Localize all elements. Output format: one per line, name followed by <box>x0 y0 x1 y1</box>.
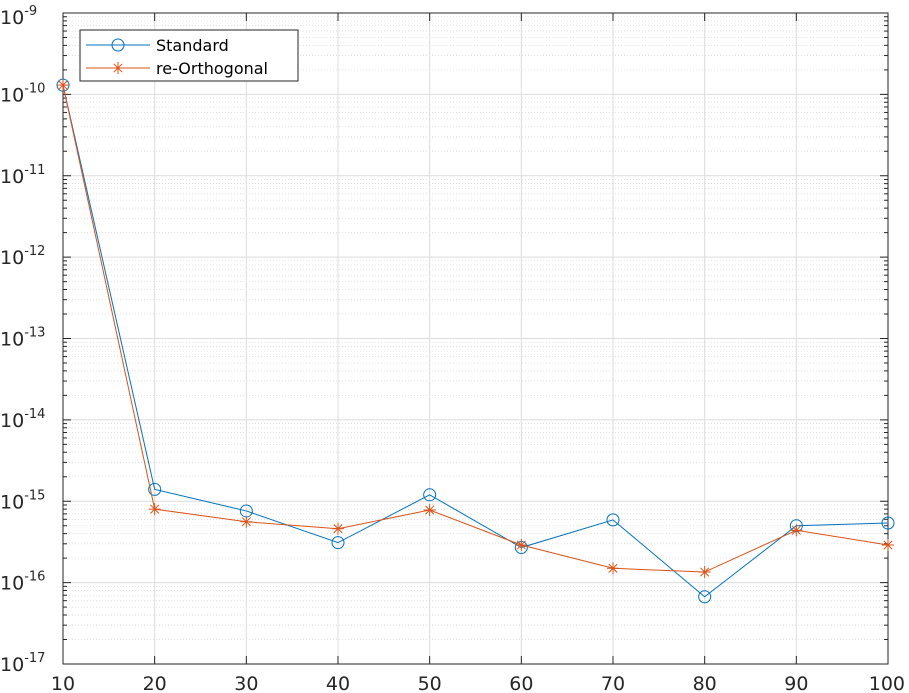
data-point-re-orthogonal <box>57 79 69 92</box>
y-tick-base: 10 <box>0 7 24 29</box>
y-tick-label: 10-16 <box>0 570 45 595</box>
series-line-re-orthogonal <box>62 84 889 573</box>
asterisk-stroke <box>791 525 801 535</box>
asterisk-stroke <box>150 504 160 514</box>
y-tick-exponent: -17 <box>24 651 45 666</box>
y-tick-exponent: -14 <box>24 407 45 422</box>
y-tick-exponent: -11 <box>24 163 45 178</box>
y-tick-exponent: -16 <box>24 570 45 585</box>
asterisk-stroke <box>700 567 710 577</box>
x-tick-label: 40 <box>326 673 350 693</box>
x-tick-label: 20 <box>143 673 167 693</box>
y-tick-label: 10-14 <box>0 407 45 432</box>
x-tick-label: 70 <box>601 673 625 693</box>
x-tick-labels: 10 20 30 40 50 60 70 80 90 100 <box>51 673 905 693</box>
data-point-re-orthogonal <box>790 524 803 537</box>
y-tick-base: 10 <box>0 329 24 351</box>
y-tick-label: 10-11 <box>0 163 45 188</box>
x-tick-label: 60 <box>509 673 533 693</box>
legend-asterisk <box>112 62 124 74</box>
data-point-re-orthogonal <box>882 538 894 551</box>
asterisk-stroke <box>516 540 526 550</box>
minor-grid <box>63 16 888 640</box>
asterisk-stroke <box>58 80 68 90</box>
y-tick-base: 10 <box>0 247 24 269</box>
x-tick-label: 100 <box>869 673 905 693</box>
y-tick-exponent: -13 <box>24 326 45 341</box>
data-point-re-orthogonal <box>423 504 436 517</box>
y-tick-base: 10 <box>0 166 24 188</box>
asterisk-stroke <box>241 517 251 527</box>
y-tick-base: 10 <box>0 84 24 106</box>
data-point-re-orthogonal <box>148 503 161 516</box>
x-tick-label: 10 <box>51 673 75 693</box>
data-point-standard <box>606 513 620 527</box>
data-point-standard <box>698 590 712 604</box>
x-tick-label: 90 <box>784 673 808 693</box>
data-point-standard <box>423 488 437 502</box>
x-tick-label: 80 <box>693 673 717 693</box>
y-tick-exponent: -15 <box>24 488 45 503</box>
series-layer <box>56 78 895 604</box>
y-tick-label: 10-10 <box>0 81 45 106</box>
legend-marker-standard <box>111 38 125 52</box>
data-point-standard <box>331 536 345 550</box>
axis-ticks <box>62 12 889 665</box>
asterisk-stroke <box>333 524 343 534</box>
asterisk-stroke <box>883 540 893 550</box>
y-tick-label: 10-15 <box>0 488 45 513</box>
legend: Standard re-Orthogonal <box>79 29 299 82</box>
x-tick-label: 50 <box>418 673 442 693</box>
y-tick-exponent: -12 <box>24 244 45 259</box>
data-point-re-orthogonal <box>607 562 619 575</box>
y-tick-exponent: -9 <box>24 4 37 19</box>
legend-label-standard: Standard <box>156 36 229 55</box>
legend-marker-reorthogonal <box>112 62 124 74</box>
data-point-re-orthogonal <box>332 522 344 535</box>
data-point-re-orthogonal <box>515 538 528 551</box>
x-tick-label: 30 <box>234 673 258 693</box>
y-tick-label: 10-17 <box>0 651 45 676</box>
y-tick-label: 10-9 <box>0 4 37 29</box>
y-tick-base: 10 <box>0 654 24 676</box>
data-point-standard <box>881 516 895 530</box>
y-tick-base: 10 <box>0 573 24 595</box>
y-tick-base: 10 <box>0 410 24 432</box>
asterisk-stroke <box>113 63 123 73</box>
legend-box <box>79 29 299 82</box>
y-tick-labels: 10-1710-1610-1510-1410-1310-1210-1110-10… <box>0 4 45 676</box>
data-point-re-orthogonal <box>698 566 711 579</box>
y-tick-label: 10-13 <box>0 326 45 351</box>
y-tick-base: 10 <box>0 491 24 513</box>
asterisk-stroke <box>425 505 435 515</box>
y-tick-label: 10-12 <box>0 244 45 269</box>
y-tick-exponent: -10 <box>24 81 45 96</box>
legend-label-reorthogonal: re-Orthogonal <box>156 59 268 78</box>
series-line-standard <box>62 84 889 598</box>
data-point-standard <box>148 482 162 496</box>
data-point-re-orthogonal <box>240 515 253 528</box>
asterisk-stroke <box>608 563 618 573</box>
